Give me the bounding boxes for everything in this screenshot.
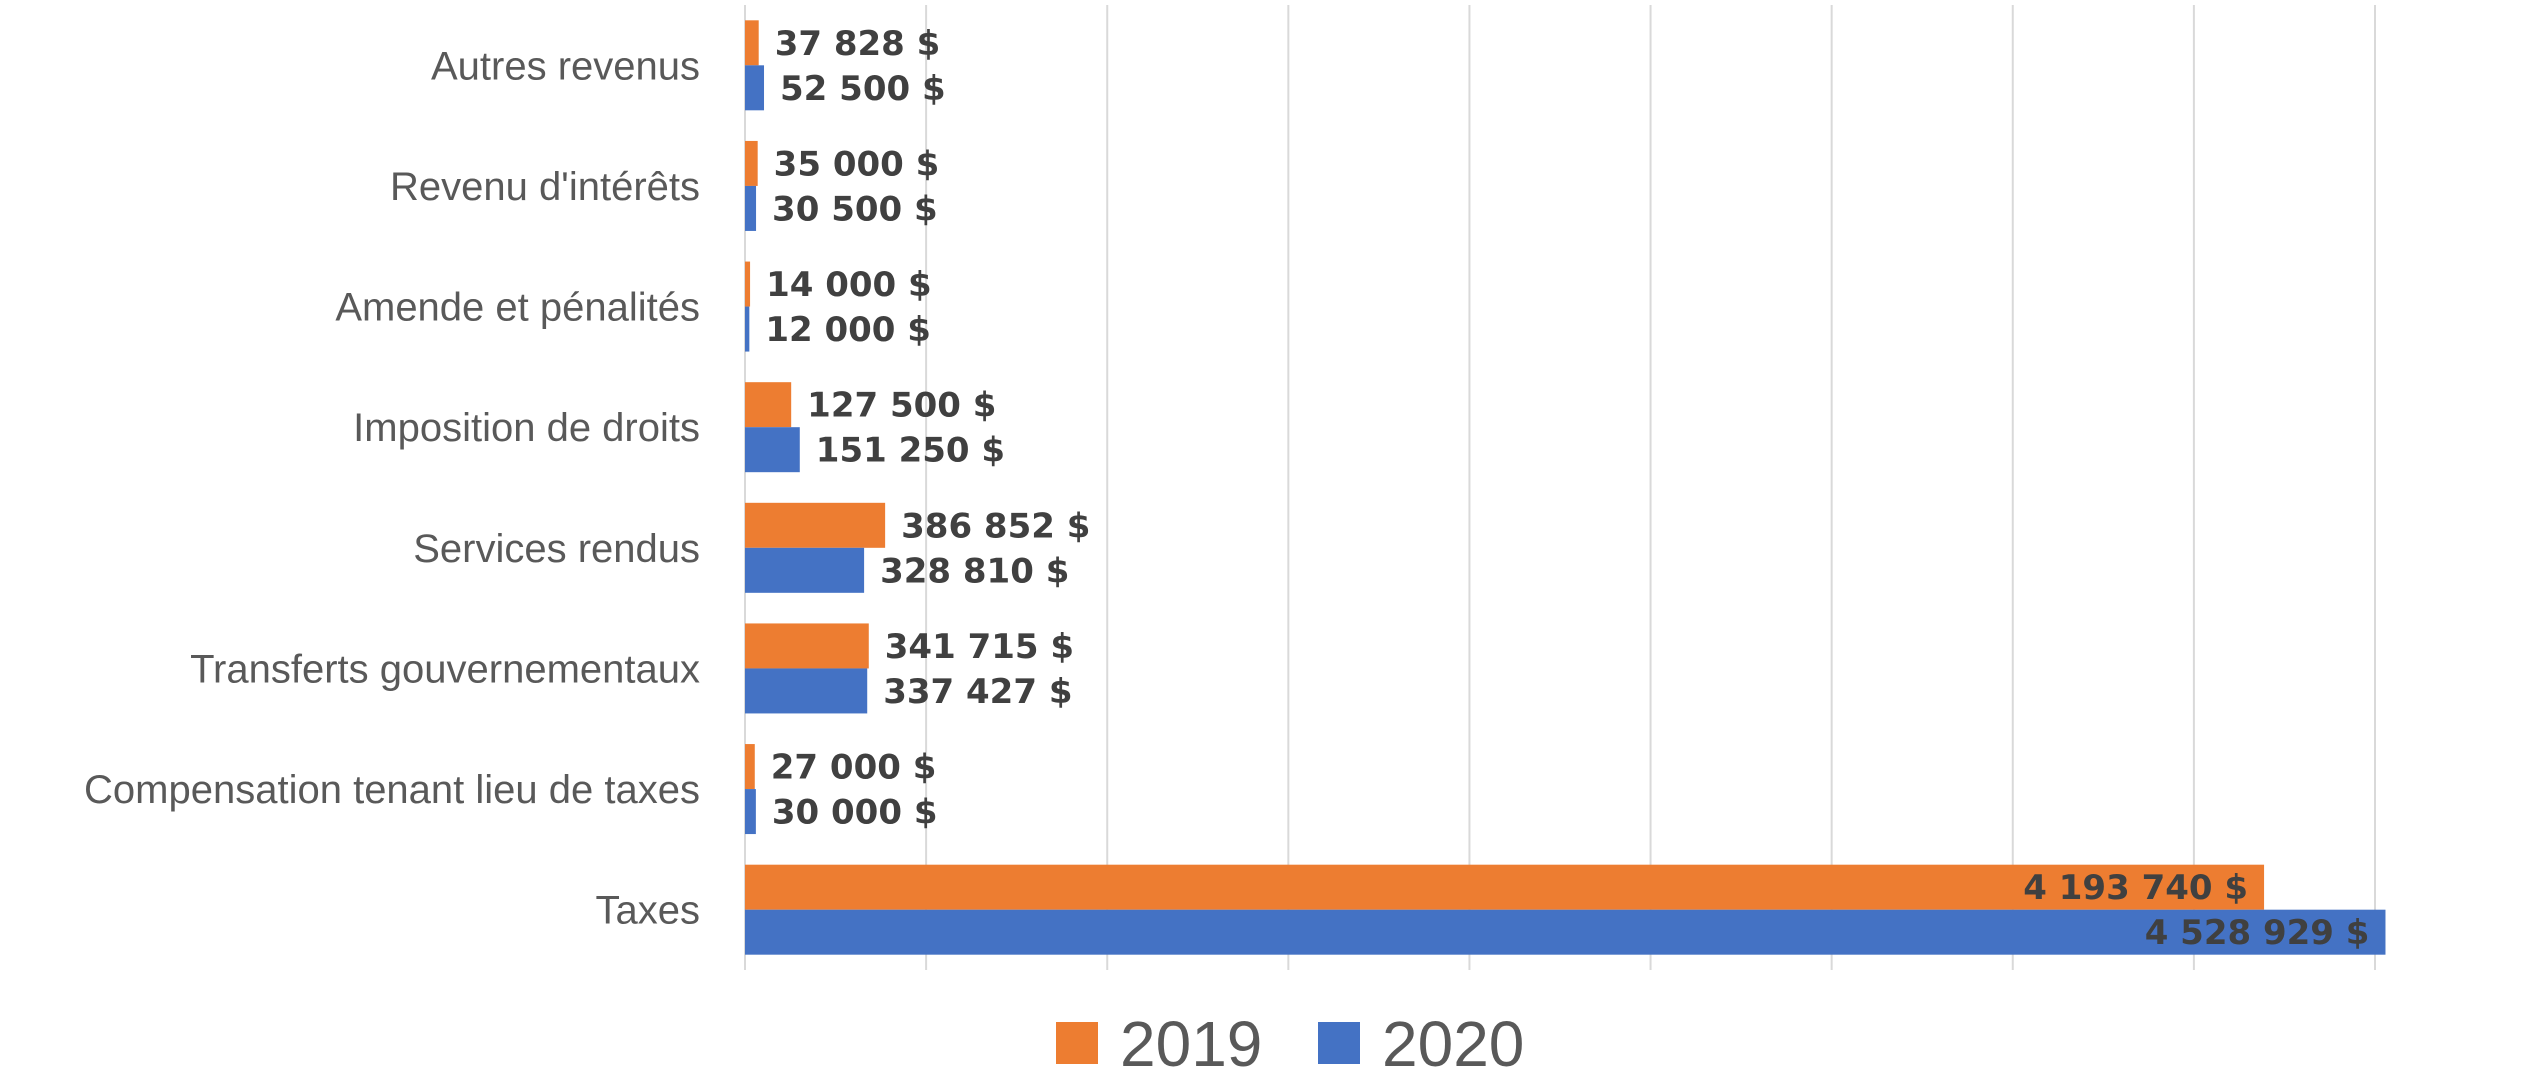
legend-swatch-2020 (1318, 1022, 1360, 1064)
data-label-2019: 14 000 $ (766, 265, 932, 305)
data-label-2019: 35 000 $ (774, 144, 940, 184)
bar-2020 (745, 909, 2386, 955)
data-label-2020: 337 427 $ (883, 672, 1072, 712)
category-label: Autres revenus (431, 44, 700, 88)
bar-2019 (745, 744, 755, 790)
data-label-2019: 4 193 740 $ (2023, 868, 2248, 908)
category-label: Transferts gouvernementaux (190, 647, 700, 691)
data-label-2019: 37 828 $ (775, 24, 941, 64)
bar-2019 (745, 502, 886, 548)
bar-2019 (745, 140, 758, 186)
legend-label-2019: 2019 (1120, 1008, 1262, 1080)
legend-label-2020: 2020 (1382, 1008, 1524, 1080)
bar-2020 (745, 65, 765, 111)
data-label-2020: 328 810 $ (880, 551, 1069, 591)
bar-2019 (745, 20, 759, 66)
bar-2019 (745, 623, 869, 669)
legend-swatch-2019 (1056, 1022, 1098, 1064)
bar-2020 (745, 306, 750, 352)
category-label: Compensation tenant lieu de taxes (84, 768, 700, 812)
data-label-2019: 127 500 $ (807, 386, 996, 426)
bar-2020 (745, 185, 757, 231)
category-label: Imposition de droits (353, 406, 700, 450)
bar-2019 (745, 261, 751, 307)
bar-2020 (745, 547, 865, 593)
data-label-2019: 386 852 $ (901, 506, 1090, 546)
bar-2020 (745, 427, 800, 473)
data-label-2020: 30 500 $ (772, 189, 938, 229)
data-label-2020: 4 528 929 $ (2145, 913, 2370, 953)
category-label: Revenu d'intérêts (390, 165, 700, 209)
data-label-2020: 52 500 $ (780, 69, 946, 109)
category-label: Amende et pénalités (335, 286, 700, 330)
bar-2019 (745, 382, 792, 428)
bar-2019 (745, 864, 2265, 910)
category-label: Services rendus (413, 527, 700, 571)
data-label-2020: 30 000 $ (772, 793, 938, 833)
data-label-2020: 151 250 $ (816, 431, 1005, 471)
bar-2020 (745, 668, 868, 714)
data-label-2019: 27 000 $ (771, 748, 937, 788)
data-label-2019: 341 715 $ (885, 627, 1074, 667)
category-label: Taxes (596, 889, 701, 933)
bar-2020 (745, 789, 756, 835)
data-label-2020: 12 000 $ (765, 310, 931, 350)
